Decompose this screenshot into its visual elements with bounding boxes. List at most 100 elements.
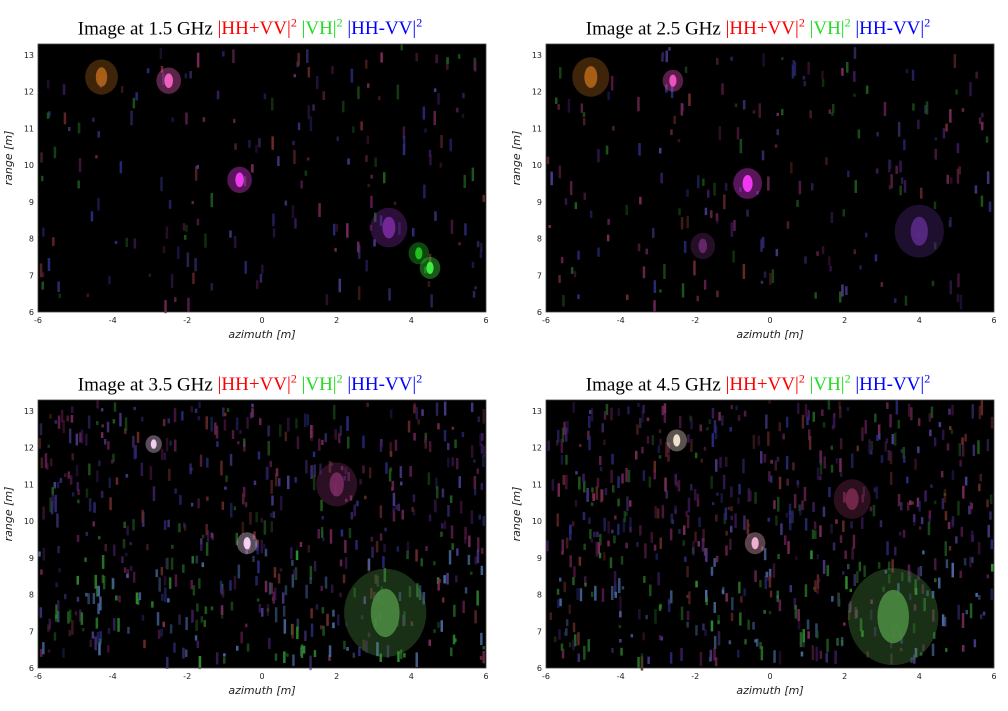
- speckle-pixel: [596, 477, 600, 488]
- speckle-pixel: [951, 520, 954, 528]
- speckle-pixel: [663, 403, 667, 414]
- speckle-pixel: [438, 579, 442, 583]
- speckle-pixel: [129, 565, 133, 572]
- speckle-pixel: [57, 281, 60, 292]
- speckle-pixel: [930, 484, 933, 488]
- speckle-pixel: [160, 66, 164, 73]
- y-tick-label: 12: [24, 444, 34, 453]
- speckle-pixel: [947, 522, 951, 529]
- speckle-pixel: [786, 478, 789, 486]
- speckle-pixel: [738, 483, 741, 495]
- speckle-pixel: [686, 215, 689, 229]
- speckle-pixel: [565, 619, 569, 627]
- speckle-pixel: [328, 461, 332, 473]
- speckle-pixel: [51, 494, 55, 508]
- speckle-pixel: [606, 234, 610, 242]
- speckle-pixel: [776, 129, 779, 136]
- speckle-pixel: [402, 144, 406, 156]
- speckle-pixel: [427, 472, 431, 485]
- speckle-pixel: [283, 619, 287, 634]
- speckle-pixel: [284, 200, 288, 206]
- speckle-pixel: [686, 514, 690, 529]
- speckle-pixel: [587, 639, 590, 652]
- speckle-pixel: [412, 509, 416, 516]
- speckle-pixel: [638, 143, 641, 156]
- speckle-pixel: [370, 195, 373, 208]
- speckle-pixel: [395, 505, 398, 510]
- speckle-pixel: [668, 47, 671, 51]
- speckle-pixel: [655, 553, 658, 560]
- speckle-pixel: [816, 574, 820, 590]
- speckle-pixel: [473, 476, 477, 489]
- speckle-pixel: [271, 97, 274, 111]
- speckle-pixel: [699, 424, 702, 432]
- panel-title: Image at 1.5 GHz |HH+VV|2 |VH|2 |HH-VV|2: [0, 8, 500, 39]
- speckle-pixel: [275, 468, 279, 477]
- speckle-pixel: [819, 525, 822, 537]
- speckle-pixel: [118, 595, 121, 603]
- speckle-pixel: [223, 419, 227, 431]
- speckle-pixel: [914, 458, 917, 470]
- speckle-pixel: [138, 592, 142, 601]
- speckle-pixel: [639, 196, 642, 205]
- speckle-pixel: [413, 404, 416, 414]
- speckle-pixel: [879, 520, 883, 528]
- speckle-pixel: [428, 639, 431, 646]
- x-tick-label: 6: [991, 316, 996, 325]
- speckle-pixel: [815, 623, 818, 638]
- speckle-pixel: [603, 411, 607, 420]
- speckle-pixel: [480, 483, 484, 490]
- speckle-pixel: [112, 419, 116, 424]
- speckle-pixel: [178, 614, 181, 625]
- speckle-pixel: [273, 567, 277, 578]
- x-axis-label: azimuth [m]: [228, 328, 295, 341]
- speckle-pixel: [338, 433, 341, 444]
- speckle-pixel: [225, 475, 228, 483]
- speckle-pixel: [986, 439, 990, 451]
- speckle-pixel: [981, 112, 984, 118]
- y-tick-label: 10: [24, 161, 34, 170]
- speckle-pixel: [550, 171, 553, 186]
- speckle-pixel: [607, 218, 610, 225]
- speckle-pixel: [135, 592, 139, 604]
- speckle-pixel: [340, 466, 344, 471]
- speckle-pixel: [694, 531, 697, 543]
- speckle-pixel: [67, 471, 70, 479]
- speckle-pixel: [57, 415, 61, 429]
- speckle-pixel: [424, 266, 427, 274]
- speckle-pixel: [125, 237, 128, 248]
- speckle-pixel: [670, 590, 673, 604]
- speckle-pixel: [709, 649, 713, 661]
- target-core: [164, 73, 173, 88]
- speckle-pixel: [919, 566, 923, 577]
- speckle-pixel: [313, 561, 317, 572]
- speckle-pixel: [206, 457, 209, 468]
- speckle-pixel: [96, 400, 99, 409]
- speckle-pixel: [814, 580, 817, 592]
- speckle-pixel: [605, 145, 609, 155]
- speckle-pixel: [831, 596, 834, 602]
- speckle-pixel: [609, 557, 613, 569]
- speckle-pixel: [659, 147, 662, 154]
- speckle-pixel: [357, 86, 360, 100]
- speckle-pixel: [620, 647, 623, 656]
- speckle-pixel: [173, 408, 177, 423]
- speckle-pixel: [99, 631, 102, 643]
- speckle-pixel: [49, 414, 52, 419]
- speckle-pixel: [433, 110, 436, 126]
- speckle-pixel: [106, 421, 110, 433]
- speckle-pixel: [109, 497, 112, 511]
- speckle-pixel: [894, 298, 897, 303]
- speckle-pixel: [607, 521, 610, 534]
- speckle-pixel: [704, 207, 708, 216]
- speckle-pixel: [854, 606, 857, 619]
- speckle-pixel: [126, 569, 130, 579]
- y-tick-label: 6: [29, 664, 34, 673]
- speckle-pixel: [87, 593, 90, 605]
- speckle-pixel: [577, 294, 580, 299]
- speckle-pixel: [836, 594, 840, 607]
- speckle-pixel: [931, 590, 935, 599]
- y-tick-label: 9: [537, 198, 542, 207]
- speckle-pixel: [577, 653, 580, 662]
- speckle-pixel: [859, 265, 862, 270]
